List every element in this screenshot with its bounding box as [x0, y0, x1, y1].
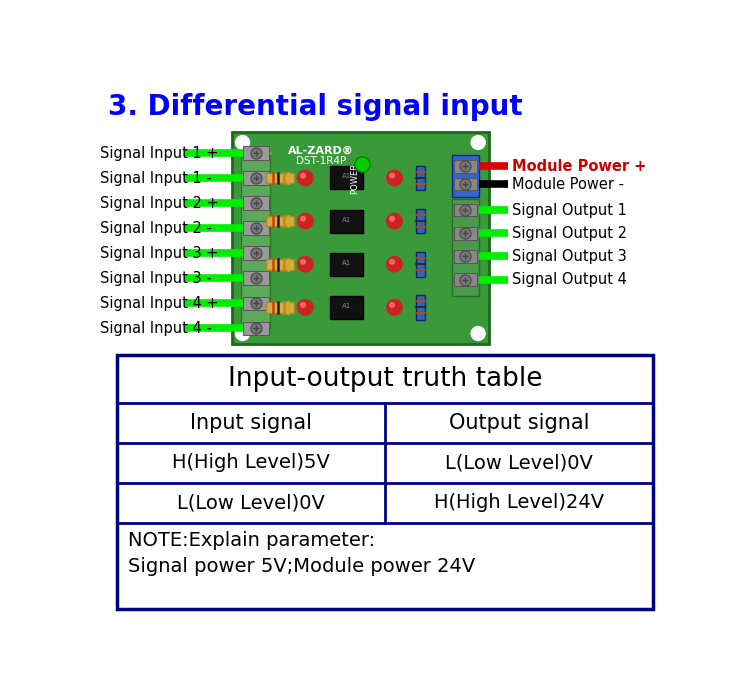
Bar	[454, 228, 476, 239]
Text: NOTE:Explain parameter:
Signal power 5V;Module power 24V: NOTE:Explain parameter: Signal power 5V;…	[128, 531, 475, 577]
Bar	[242, 321, 269, 335]
Bar	[416, 295, 425, 320]
Text: A1: A1	[342, 216, 351, 223]
Circle shape	[301, 174, 305, 178]
Text: Module Power -: Module Power -	[512, 176, 624, 192]
Circle shape	[387, 214, 402, 229]
Bar	[454, 178, 476, 190]
Bar	[452, 155, 479, 197]
Bar	[266, 216, 294, 227]
Bar	[241, 155, 271, 329]
Text: Signal Output 1: Signal Output 1	[512, 203, 627, 218]
Text: 3. Differential signal input: 3. Differential signal input	[108, 93, 522, 121]
Text: Signal Output 2: Signal Output 2	[512, 226, 627, 241]
Bar	[266, 259, 294, 270]
Circle shape	[301, 302, 305, 307]
Bar	[232, 132, 489, 344]
Bar	[242, 297, 269, 310]
Text: H(High Level)5V: H(High Level)5V	[172, 454, 330, 473]
Text: Signal Output 4: Signal Output 4	[512, 272, 627, 287]
Bar	[454, 251, 476, 262]
Bar	[266, 173, 294, 183]
Text: H(High Level)24V: H(High Level)24V	[434, 494, 604, 512]
Text: DST-1R4P: DST-1R4P	[296, 156, 346, 167]
Text: Signal Input 1 -: Signal Input 1 -	[100, 171, 211, 186]
Bar	[242, 272, 269, 286]
Circle shape	[390, 174, 394, 178]
Bar	[330, 167, 363, 190]
Circle shape	[390, 260, 394, 264]
Circle shape	[236, 136, 250, 149]
Circle shape	[390, 302, 394, 307]
Circle shape	[298, 300, 313, 315]
Circle shape	[236, 326, 250, 340]
Text: Signal Input 1 +: Signal Input 1 +	[100, 146, 218, 161]
Bar	[454, 274, 476, 286]
Circle shape	[387, 256, 402, 272]
Circle shape	[298, 256, 313, 272]
Text: Signal Input 4 -: Signal Input 4 -	[100, 321, 211, 336]
Text: A1: A1	[342, 303, 351, 309]
Text: Module Power +: Module Power +	[512, 159, 646, 174]
Bar	[330, 209, 363, 232]
Bar	[242, 246, 269, 260]
Text: Signal Input 2 -: Signal Input 2 -	[100, 221, 211, 236]
Bar	[416, 252, 425, 276]
Bar	[242, 146, 269, 160]
Circle shape	[471, 136, 485, 149]
Circle shape	[301, 216, 305, 221]
Text: Signal Input 4 +: Signal Input 4 +	[100, 296, 218, 311]
Circle shape	[471, 326, 485, 340]
Text: POWER: POWER	[350, 162, 358, 194]
Bar	[416, 166, 425, 190]
Text: Input-output truth table: Input-output truth table	[228, 366, 542, 392]
Circle shape	[298, 170, 313, 186]
Text: Signal Output 3: Signal Output 3	[512, 249, 627, 264]
Circle shape	[390, 216, 394, 221]
Circle shape	[387, 300, 402, 315]
Bar	[454, 160, 476, 173]
Bar	[242, 172, 269, 186]
Circle shape	[387, 170, 402, 186]
Text: AL-ZARD®: AL-ZARD®	[288, 146, 354, 155]
Circle shape	[298, 214, 313, 229]
Text: Signal Input 3 -: Signal Input 3 -	[100, 271, 211, 286]
Text: Signal Input 3 +: Signal Input 3 +	[100, 246, 218, 261]
Bar	[330, 295, 363, 318]
Bar	[242, 221, 269, 235]
Bar	[117, 355, 653, 609]
Bar	[454, 204, 476, 216]
Text: A1: A1	[342, 174, 351, 179]
Bar	[266, 302, 294, 313]
Text: A1: A1	[342, 260, 351, 265]
Text: Input signal: Input signal	[190, 413, 312, 433]
Text: L(Low Level)0V: L(Low Level)0V	[446, 454, 593, 473]
Bar	[330, 253, 363, 276]
Bar	[242, 197, 269, 210]
Bar	[416, 209, 425, 233]
Text: Signal Input 2 +: Signal Input 2 +	[100, 196, 218, 211]
Text: L(Low Level)0V: L(Low Level)0V	[177, 494, 325, 512]
Bar	[452, 199, 479, 295]
Circle shape	[301, 260, 305, 264]
Text: Output signal: Output signal	[449, 413, 590, 433]
